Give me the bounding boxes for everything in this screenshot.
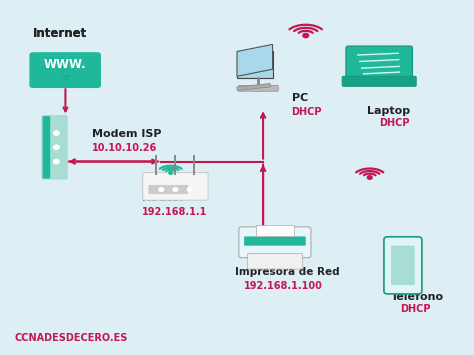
Circle shape [54, 145, 59, 149]
Text: PC: PC [292, 93, 308, 103]
Text: 10.10.10.26: 10.10.10.26 [92, 143, 158, 153]
Circle shape [54, 159, 59, 164]
FancyBboxPatch shape [247, 253, 302, 269]
Circle shape [173, 188, 178, 191]
FancyBboxPatch shape [41, 115, 68, 180]
Text: Router: Router [142, 192, 184, 203]
Text: Modem ISP: Modem ISP [92, 129, 162, 139]
FancyBboxPatch shape [43, 116, 50, 179]
FancyBboxPatch shape [148, 185, 188, 194]
Circle shape [367, 176, 372, 179]
Text: Laptop: Laptop [367, 105, 410, 116]
FancyBboxPatch shape [256, 225, 294, 236]
Polygon shape [237, 83, 270, 91]
FancyBboxPatch shape [238, 86, 278, 91]
FancyBboxPatch shape [244, 236, 306, 246]
Text: DHCP: DHCP [401, 304, 431, 315]
Text: 192.168.1.100: 192.168.1.100 [244, 281, 323, 291]
Text: ☞: ☞ [60, 73, 71, 86]
Polygon shape [237, 44, 273, 76]
FancyBboxPatch shape [143, 173, 208, 200]
Text: WWW.: WWW. [44, 58, 86, 71]
Text: Impresora de Red: Impresora de Red [235, 267, 339, 277]
Text: CCNADESDECERO.ES: CCNADESDECERO.ES [14, 333, 128, 343]
Circle shape [54, 131, 59, 135]
Circle shape [303, 33, 309, 38]
Text: Internet: Internet [33, 27, 87, 40]
Text: DHCP: DHCP [292, 107, 322, 118]
Text: Teléfono: Teléfono [391, 292, 444, 302]
FancyBboxPatch shape [29, 52, 101, 88]
FancyBboxPatch shape [342, 76, 416, 86]
FancyBboxPatch shape [346, 46, 412, 80]
FancyBboxPatch shape [237, 51, 273, 78]
Circle shape [169, 171, 173, 174]
Circle shape [187, 188, 192, 191]
Text: 192.168.1.1: 192.168.1.1 [142, 207, 208, 217]
FancyBboxPatch shape [391, 246, 415, 285]
Text: DHCP: DHCP [379, 118, 410, 128]
FancyBboxPatch shape [384, 237, 422, 294]
Circle shape [159, 188, 164, 191]
FancyBboxPatch shape [239, 227, 311, 258]
Text: Internet: Internet [33, 27, 87, 40]
